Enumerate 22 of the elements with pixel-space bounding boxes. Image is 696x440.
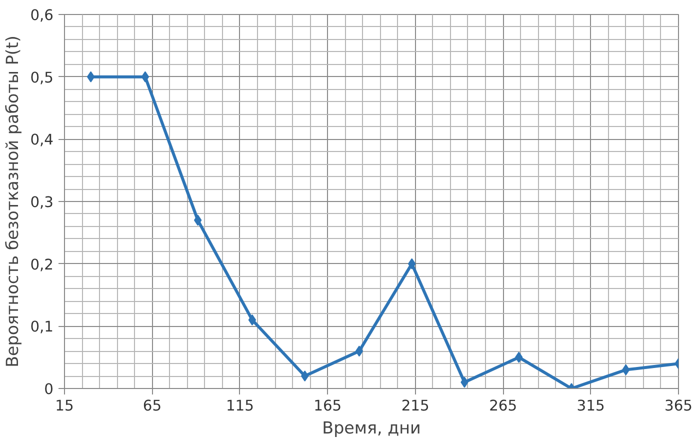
x-tick-label: 215: [401, 398, 430, 414]
x-axis-title: Время, дни: [322, 418, 421, 438]
y-tick-label: 0,1: [30, 318, 54, 336]
x-tick-label: 65: [142, 398, 162, 414]
x-tick-label: 15: [55, 398, 74, 414]
y-tick-label: 0,2: [30, 256, 54, 274]
y-tick-label: 0: [44, 381, 54, 398]
x-tick-label: 365: [664, 398, 692, 414]
y-tick-label: 0,3: [30, 194, 54, 211]
x-tick-label: 315: [576, 398, 605, 414]
point: [248, 314, 256, 326]
y-axis-title: Вероятность безотказной работы P(t): [3, 36, 22, 368]
y-tick-label: 0,4: [30, 132, 54, 149]
y-tick-label: 0,6: [30, 7, 54, 24]
point: [355, 346, 364, 357]
x-tick-label: 165: [314, 398, 342, 414]
x-tick-label: 115: [226, 398, 254, 414]
x-tick-label: 265: [489, 398, 518, 414]
y-tick-label: 0,5: [30, 69, 54, 86]
point: [141, 71, 150, 82]
point: [86, 71, 95, 82]
point: [194, 214, 202, 226]
